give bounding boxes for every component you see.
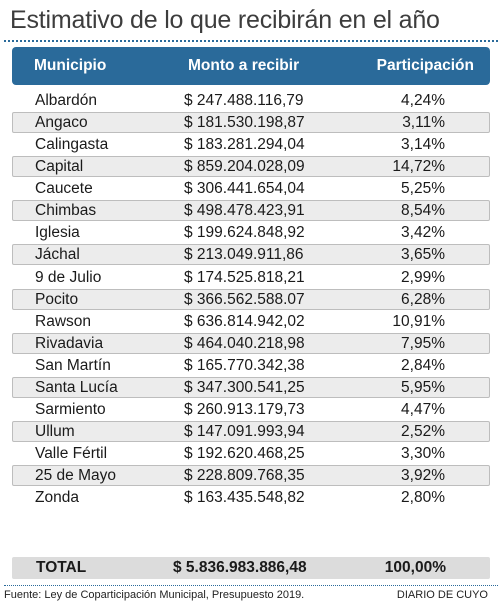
- cell-participacion: 3,14%: [401, 136, 445, 154]
- cell-monto: $ 147.091.993,94: [184, 422, 305, 440]
- cell-participacion: 3,42%: [401, 224, 445, 242]
- source-note: Fuente: Ley de Coparticipación Municipal…: [4, 589, 305, 601]
- title-divider: [4, 40, 498, 42]
- cell-municipio: Jáchal: [35, 246, 80, 264]
- table-row: Angaco $ 181.530.198,87 3,11%: [12, 112, 490, 134]
- table-row: Rawson $ 636.814.942,02 10,91%: [12, 311, 490, 332]
- cell-participacion: 5,95%: [401, 378, 445, 396]
- cell-monto: $ 498.478.423,91: [184, 202, 305, 220]
- table-row: 9 de Julio $ 174.525.818,21 2,99%: [12, 267, 490, 288]
- table-row: Rivadavia $ 464.040.218,98 7,95%: [12, 332, 490, 354]
- table-row: Caucete $ 306.441.654,04 5,25%: [12, 178, 490, 199]
- cell-municipio: Rawson: [35, 312, 91, 330]
- cell-monto: $ 636.814.942,02: [184, 312, 305, 330]
- table-row: Jáchal $ 213.049.911,86 3,65%: [12, 244, 490, 266]
- table-header: Municipio Monto a recibir Participación: [12, 47, 490, 85]
- cell-participacion: 4,47%: [401, 400, 445, 418]
- cell-monto: $ 199.624.848,92: [184, 224, 305, 242]
- table-row: Calingasta $ 183.281.294,04 3,14%: [12, 134, 490, 155]
- cell-participacion: 2,80%: [401, 489, 445, 507]
- cell-participacion: 8,54%: [401, 202, 445, 220]
- cell-participacion: 3,30%: [401, 445, 445, 462]
- cell-participacion: 3,65%: [401, 246, 445, 264]
- cell-participacion: 10,91%: [392, 312, 445, 330]
- cell-municipio: 25 de Mayo: [35, 467, 116, 485]
- cell-monto: $ 213.049.911,86: [184, 246, 304, 264]
- table-row: Chimbas $ 498.478.423,91 8,54%: [12, 200, 490, 222]
- cell-monto: $ 247.488.116,79: [184, 92, 304, 109]
- page-title: Estimativo de lo que recibirán en el año: [10, 6, 440, 34]
- header-participacion: Participación: [376, 57, 474, 74]
- cell-municipio: San Martín: [35, 356, 111, 374]
- table-row: Pocito $ 366.562.588.07 6,28%: [12, 288, 490, 310]
- table-row: Sarmiento $ 260.913.179,73 4,47%: [12, 399, 490, 420]
- table-row: Capital $ 859.204.028,09 14,72%: [12, 156, 490, 178]
- header-monto: Monto a recibir: [188, 57, 300, 74]
- cell-municipio: Zonda: [35, 489, 79, 507]
- total-label: TOTAL: [36, 559, 87, 576]
- cell-monto: $ 347.300.541,25: [184, 378, 305, 396]
- cell-municipio: Valle Fértil: [35, 445, 108, 462]
- footer-divider: [4, 585, 498, 586]
- header-municipio: Municipio: [34, 57, 107, 74]
- cell-municipio: Rivadavia: [35, 334, 104, 352]
- table-row: Iglesia $ 199.624.848,92 3,42%: [12, 222, 490, 243]
- cell-municipio: Capital: [35, 158, 84, 176]
- cell-municipio: Caucete: [35, 180, 93, 198]
- cell-monto: $ 165.770.342,38: [184, 356, 305, 374]
- cell-municipio: Santa Lucía: [35, 378, 118, 396]
- total-participacion: 100,00%: [384, 559, 446, 576]
- cell-monto: $ 228.809.768,35: [184, 467, 305, 485]
- publisher-credit: DIARIO DE CUYO: [396, 589, 488, 601]
- cell-monto: $ 183.281.294,04: [184, 136, 305, 154]
- cell-participacion: 14,72%: [392, 158, 445, 176]
- cell-municipio: Ullum: [35, 422, 75, 440]
- cell-monto: $ 306.441.654,04: [184, 180, 305, 198]
- table-row: Albardón $ 247.488.116,79 4,24%: [12, 90, 490, 111]
- cell-municipio: Calingasta: [35, 136, 109, 154]
- cell-participacion: 5,25%: [401, 180, 445, 198]
- cell-monto: $ 192.620.468,25: [184, 445, 305, 462]
- cell-monto: $ 464.040.218,98: [184, 334, 305, 352]
- cell-monto: $ 366.562.588.07: [184, 290, 305, 308]
- table-row: Zonda $ 163.435.548,82 2,80%: [12, 487, 490, 508]
- cell-participacion: 6,28%: [401, 290, 445, 308]
- cell-municipio: Chimbas: [35, 202, 97, 220]
- table-row: Ullum $ 147.091.993,94 2,52%: [12, 420, 490, 442]
- table-row: Valle Fértil $ 192.620.468,25 3,30%: [12, 443, 490, 464]
- table-row: Santa Lucía $ 347.300.541,25 5,95%: [12, 376, 490, 398]
- cell-participacion: 2,84%: [401, 356, 445, 374]
- cell-monto: $ 260.913.179,73: [184, 400, 305, 418]
- cell-participacion: 3,92%: [401, 467, 445, 485]
- cell-participacion: 2,52%: [401, 422, 445, 440]
- total-row: TOTAL $ 5.836.983.886,48 100,00%: [12, 557, 490, 579]
- table-body: Albardón $ 247.488.116,79 4,24% Angaco $ 181…: [12, 90, 490, 509]
- cell-municipio: Iglesia: [35, 224, 80, 242]
- cell-municipio: Pocito: [35, 290, 79, 308]
- cell-monto: $ 859.204.028,09: [184, 158, 305, 176]
- cell-participacion: 4,24%: [401, 92, 445, 109]
- cell-participacion: 2,99%: [401, 268, 445, 286]
- cell-municipio: Angaco: [35, 114, 88, 132]
- cell-municipio: 9 de Julio: [35, 268, 102, 286]
- cell-monto: $ 163.435.548,82: [184, 489, 305, 507]
- cell-municipio: Albardón: [35, 92, 98, 109]
- table-row: San Martín $ 165.770.342,38 2,84%: [12, 355, 490, 376]
- cell-monto: $ 174.525.818,21: [184, 268, 305, 286]
- total-monto: $ 5.836.983.886,48: [173, 559, 307, 576]
- cell-participacion: 3,11%: [402, 114, 445, 132]
- cell-participacion: 7,95%: [401, 334, 445, 352]
- cell-monto: $ 181.530.198,87: [184, 114, 305, 132]
- cell-municipio: Sarmiento: [35, 400, 106, 418]
- table-row: 25 de Mayo $ 228.809.768,35 3,92%: [12, 465, 490, 487]
